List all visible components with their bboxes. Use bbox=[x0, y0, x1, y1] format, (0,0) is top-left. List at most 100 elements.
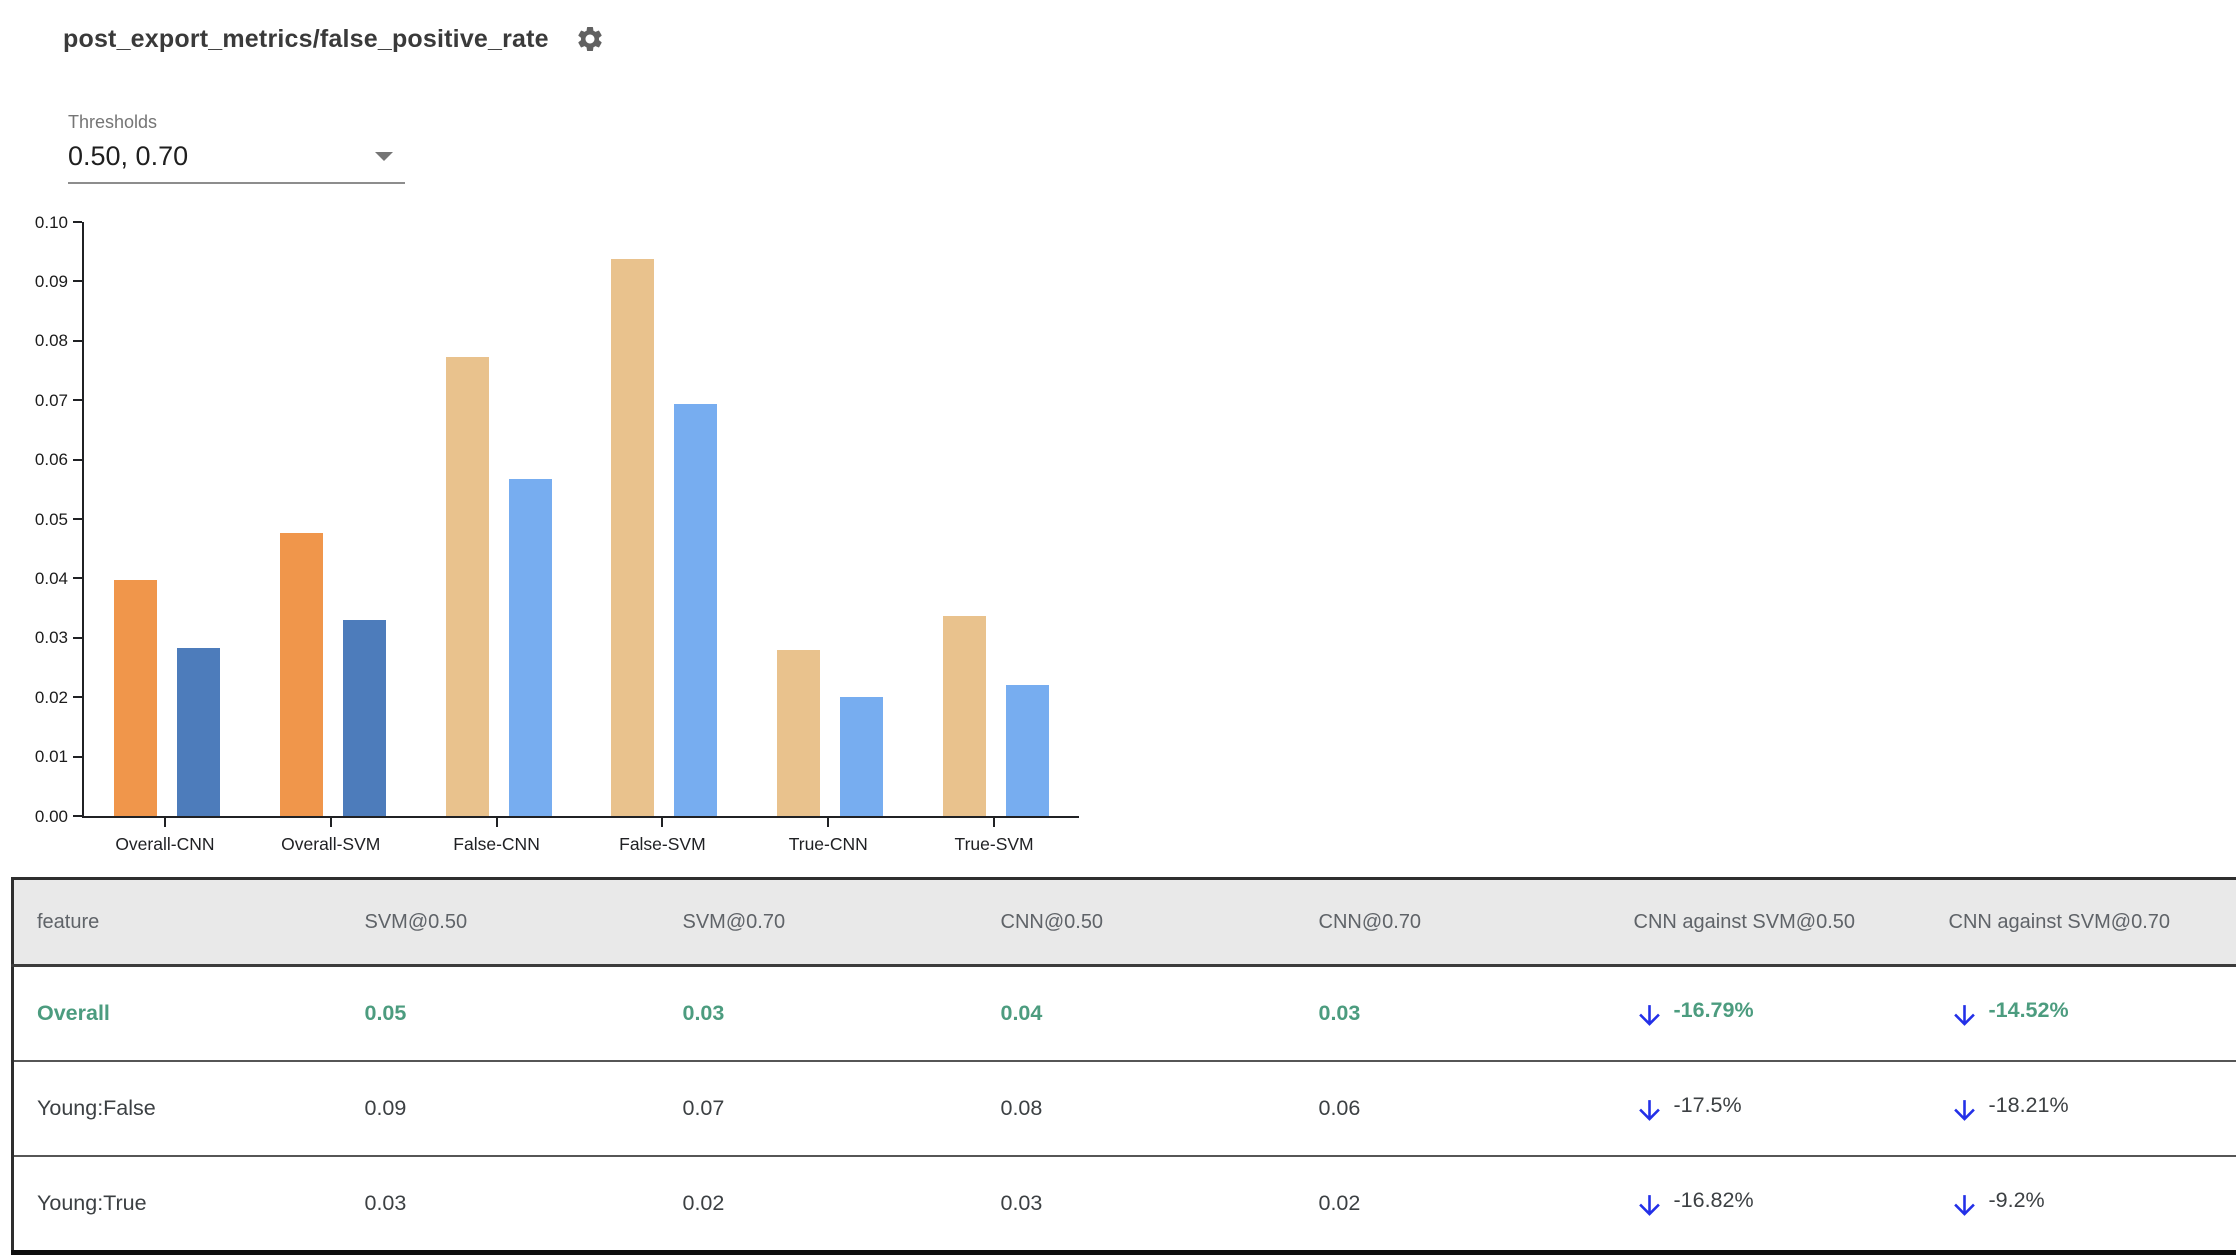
x-axis-tick-mark bbox=[329, 818, 332, 827]
arrow-down-icon bbox=[1638, 1195, 1660, 1216]
x-axis-category-label: True-CNN bbox=[788, 834, 868, 854]
bar-Overall-SVM-threshold0.50[interactable] bbox=[279, 532, 323, 816]
cell-delta: -17.5% bbox=[1610, 1060, 1926, 1156]
column-header: SVM@0.70 bbox=[659, 878, 978, 967]
bar-False-CNN-threshold0.70[interactable] bbox=[508, 479, 552, 816]
delta-text: -17.5% bbox=[1673, 1093, 1742, 1117]
column-header: CNN@0.70 bbox=[1295, 878, 1611, 967]
arrow-down-icon bbox=[1953, 1005, 1975, 1026]
thresholds-dropdown[interactable]: Thresholds 0.50, 0.70 bbox=[68, 112, 405, 184]
cell-metric-value: 0.02 bbox=[659, 1155, 978, 1253]
y-axis-tick-label: 0.03 bbox=[34, 628, 68, 648]
arrow-down-icon bbox=[1953, 1195, 1975, 1216]
x-axis-category-label: Overall-CNN bbox=[115, 834, 215, 854]
bar-Overall-SVM-threshold0.70[interactable] bbox=[342, 619, 386, 816]
x-axis-category-label: True-SVM bbox=[954, 834, 1034, 854]
gear-icon[interactable] bbox=[575, 24, 605, 54]
cell-metric-value: 0.08 bbox=[977, 1060, 1296, 1156]
cell-metric-value: 0.09 bbox=[341, 1060, 660, 1156]
cell-metric-value: 0.03 bbox=[682, 1001, 725, 1025]
y-axis-tick-mark bbox=[73, 815, 82, 817]
x-axis-tick-mark bbox=[163, 818, 166, 827]
chevron-down-icon bbox=[375, 152, 393, 161]
thresholds-label: Thresholds bbox=[68, 112, 158, 132]
y-axis-tick-mark bbox=[73, 339, 82, 342]
y-axis-tick-mark bbox=[73, 518, 82, 520]
bar-True-CNN-threshold0.70[interactable] bbox=[840, 697, 884, 816]
y-axis-tick-label: 0.06 bbox=[34, 450, 68, 470]
table-row[interactable]: Young:True 0.03 0.02 0.03 0.02 -16.82% -9.2% bbox=[12, 1155, 2236, 1253]
cell-metric-value: 0.06 bbox=[1295, 1060, 1611, 1156]
cell-delta: -9.2% bbox=[1925, 1155, 2236, 1253]
cell-metric-value: 0.04 bbox=[1000, 1001, 1043, 1025]
y-axis-tick-label: 0.09 bbox=[34, 271, 68, 291]
thresholds-value: 0.50, 0.70 bbox=[68, 141, 189, 171]
y-axis-tick-label: 0.07 bbox=[34, 390, 68, 410]
y-axis-tick-mark bbox=[73, 280, 82, 283]
cell-delta: -16.82% bbox=[1610, 1155, 1926, 1253]
y-axis-tick-label: 0.08 bbox=[34, 331, 68, 351]
y-axis-tick-mark bbox=[73, 755, 82, 758]
bar-True-SVM-threshold0.70[interactable] bbox=[1006, 685, 1050, 816]
cell-metric-value: 0.03 bbox=[341, 1155, 660, 1253]
x-axis-tick-mark bbox=[661, 818, 664, 827]
arrow-down-icon bbox=[1953, 1100, 1975, 1121]
column-header: CNN@0.50 bbox=[977, 878, 1296, 967]
column-header: feature bbox=[12, 878, 342, 967]
y-axis-tick-label: 0.00 bbox=[34, 806, 68, 826]
bar-chart: 0.00 0.01 0.02 0.03 0.04 0.05 0.06 0.07 0.08 0.09… bbox=[0, 214, 1150, 872]
y-axis-tick-label: 0.05 bbox=[34, 509, 68, 529]
column-header: SVM@0.50 bbox=[341, 878, 660, 967]
bar-False-SVM-threshold0.50[interactable] bbox=[611, 259, 655, 816]
y-axis-tick-mark bbox=[73, 696, 82, 699]
table-header-row: feature SVM@0.50 SVM@0.70 CNN@0.50 CNN@0.70 C… bbox=[12, 878, 2236, 967]
y-axis-tick-mark bbox=[73, 221, 82, 223]
y-axis-tick-label: 0.02 bbox=[34, 687, 68, 707]
cell-feature: Young:True bbox=[12, 1155, 342, 1253]
cell-delta: -18.21% bbox=[1925, 1060, 2236, 1156]
column-header: CNN against SVM@0.70 bbox=[1925, 878, 2236, 967]
panel-header: post_export_metrics/false_positive_rate bbox=[63, 24, 605, 54]
bar-Overall-CNN-threshold0.50[interactable] bbox=[113, 580, 157, 816]
y-axis-tick-label: 0.04 bbox=[34, 568, 68, 588]
y-axis-tick-mark bbox=[73, 577, 82, 580]
x-axis-category-label: False-CNN bbox=[453, 834, 540, 854]
x-axis-category-label: False-SVM bbox=[619, 834, 706, 854]
bar-False-SVM-threshold0.70[interactable] bbox=[674, 403, 718, 816]
bar-Overall-CNN-threshold0.70[interactable] bbox=[176, 647, 220, 816]
x-axis-tick-mark bbox=[827, 818, 830, 827]
cell-delta: -16.79% bbox=[1611, 966, 1926, 1062]
bar-True-CNN-threshold0.50[interactable] bbox=[777, 650, 821, 816]
delta-text: -18.21% bbox=[1988, 1093, 2069, 1117]
bar-True-SVM-threshold0.50[interactable] bbox=[943, 615, 987, 816]
y-axis-tick-label: 0.10 bbox=[34, 212, 68, 232]
cell-feature: Young:False bbox=[12, 1060, 342, 1156]
plot-area bbox=[82, 222, 1079, 818]
cell-delta: -14.52% bbox=[1926, 966, 2236, 1062]
arrow-down-icon bbox=[1638, 1005, 1660, 1026]
delta-text: -16.79% bbox=[1673, 998, 1754, 1022]
table-row[interactable]: Overall 0.05 0.03 0.04 0.03 -16.79% -14.52% bbox=[13, 966, 2236, 1062]
y-axis-tick-label: 0.01 bbox=[34, 747, 68, 767]
cell-feature: Overall bbox=[37, 1001, 110, 1025]
bar-False-CNN-threshold0.50[interactable] bbox=[445, 356, 489, 816]
y-axis-tick-mark bbox=[73, 458, 82, 461]
x-axis-tick-mark bbox=[495, 818, 498, 827]
delta-text: -16.82% bbox=[1673, 1188, 1754, 1212]
table-row[interactable]: Young:False 0.09 0.07 0.08 0.06 -17.5% -18.21% bbox=[12, 1060, 2236, 1156]
y-axis-tick-mark bbox=[73, 399, 82, 402]
column-header: CNN against SVM@0.50 bbox=[1610, 878, 1926, 967]
cell-metric-value: 0.02 bbox=[1295, 1155, 1611, 1253]
y-axis-tick-mark bbox=[73, 636, 82, 639]
delta-text: -9.2% bbox=[1988, 1188, 2045, 1212]
delta-text: -14.52% bbox=[1988, 998, 2069, 1022]
x-axis-category-label: Overall-SVM bbox=[281, 834, 381, 854]
cell-metric-value: 0.07 bbox=[659, 1060, 978, 1156]
metrics-table: feature SVM@0.50 SVM@0.70 CNN@0.50 CNN@0.70 C… bbox=[11, 877, 2236, 1255]
cell-metric-value: 0.03 bbox=[977, 1155, 1296, 1253]
x-axis-tick-mark bbox=[993, 818, 996, 827]
page-title: post_export_metrics/false_positive_rate bbox=[63, 24, 549, 53]
cell-metric-value: 0.05 bbox=[364, 1001, 407, 1025]
cell-metric-value: 0.03 bbox=[1318, 1001, 1361, 1025]
arrow-down-icon bbox=[1638, 1100, 1660, 1121]
